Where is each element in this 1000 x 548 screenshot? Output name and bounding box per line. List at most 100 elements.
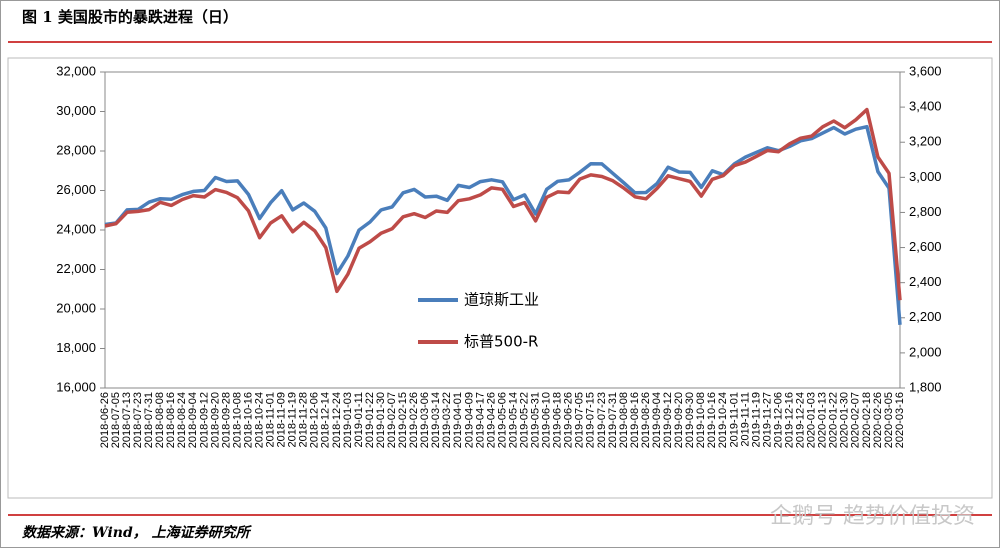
x-tick-label: 2018-08-24 <box>176 392 188 448</box>
x-tick-label: 2018-09-12 <box>198 392 210 448</box>
x-tick-label: 2019-04-09 <box>463 392 475 448</box>
x-tick-label: 2020-03-05 <box>883 392 895 448</box>
x-tick-label: 2019-05-31 <box>530 392 542 448</box>
x-tick-label: 2019-10-24 <box>717 392 729 448</box>
y-tick-label: 16,000 <box>56 379 96 394</box>
x-tick-label: 2018-07-31 <box>143 392 155 448</box>
series-line <box>104 124 902 325</box>
x-tick-label: 2019-08-26 <box>640 392 652 448</box>
y2-tick-label: 1,800 <box>909 379 942 394</box>
x-tick-label: 2019-11-11 <box>739 392 751 447</box>
x-tick-label: 2019-04-26 <box>485 392 497 448</box>
x-tick-label: 2019-07-31 <box>607 392 619 448</box>
y-tick-label: 22,000 <box>56 261 96 276</box>
x-tick-label: 2018-10-24 <box>253 392 265 448</box>
x-tick-label: 2019-07-15 <box>585 392 597 448</box>
x-tick-label: 2019-09-20 <box>673 392 685 448</box>
x-tick-label: 2020-02-18 <box>861 392 873 448</box>
source: 数据来源：Wind， 上海证券研究所 <box>22 524 253 541</box>
x-tick-label: 2019-07-05 <box>574 392 586 448</box>
x-tick-label: 2020-01-30 <box>839 392 851 448</box>
x-tick-label: 2020-03-16 <box>894 392 906 448</box>
x-tick-label: 2018-08-16 <box>165 392 177 448</box>
x-tick-label: 2019-01-03 <box>342 392 354 448</box>
y-tick-label: 20,000 <box>56 300 96 315</box>
x-tick-label: 2019-02-15 <box>397 392 409 448</box>
x-tick-label: 2019-08-16 <box>629 392 641 448</box>
x-tick-label: 2019-01-11 <box>353 392 365 447</box>
x-tick-label: 2018-09-04 <box>187 392 199 448</box>
x-tick-label: 2019-08-08 <box>618 392 630 448</box>
x-tick-label: 2019-06-18 <box>552 392 564 448</box>
chart-title: 图 1 美国股市的暴跌进程（日） <box>22 8 238 26</box>
x-tick-label: 2019-02-26 <box>408 392 420 448</box>
legend-label: 道琼斯工业 <box>464 291 539 309</box>
x-tick-label: 2019-10-16 <box>706 392 718 448</box>
x-tick-label: 2019-11-01 <box>728 392 740 447</box>
x-tick-label: 2018-12-24 <box>331 392 343 448</box>
x-tick-label: 2020-02-07 <box>850 392 862 448</box>
x-tick-label: 2019-11-19 <box>750 392 762 447</box>
x-tick-label: 2019-04-17 <box>474 392 486 448</box>
y2-tick-label: 3,200 <box>909 134 942 149</box>
x-tick-label: 2018-10-08 <box>231 392 243 448</box>
y2-tick-label: 2,400 <box>909 274 942 289</box>
x-tick-label: 2018-08-08 <box>154 392 166 448</box>
x-tick-label: 2019-01-22 <box>364 392 376 448</box>
x-tick-label: 2018-11-19 <box>287 392 299 447</box>
series-line <box>104 107 902 301</box>
x-tick-label: 2019-04-01 <box>452 392 464 448</box>
x-tick-label: 2019-05-06 <box>496 392 508 448</box>
x-tick-label: 2018-10-16 <box>242 392 254 448</box>
x-tick-label: 2020-01-13 <box>817 392 829 448</box>
x-tick-label: 2019-09-04 <box>651 392 663 448</box>
x-tick-label: 2018-09-20 <box>209 392 221 448</box>
x-tick-label: 2018-07-05 <box>110 392 122 448</box>
x-tick-label: 2019-01-30 <box>375 392 387 448</box>
x-tick-label: 2019-03-06 <box>419 392 431 448</box>
x-tick-label: 2018-06-26 <box>99 392 111 448</box>
x-tick-label: 2018-11-01 <box>265 392 277 447</box>
x-tick-label: 2019-09-12 <box>662 392 674 448</box>
x-tick-label: 2019-10-08 <box>695 392 707 448</box>
y2-tick-label: 2,600 <box>909 239 942 254</box>
x-tick-label: 2018-09-28 <box>220 392 232 448</box>
x-tick-label: 2018-12-06 <box>309 392 321 448</box>
x-tick-label: 2019-12-06 <box>772 392 784 448</box>
x-tick-label: 2019-03-14 <box>430 392 442 448</box>
y2-tick-label: 3,000 <box>909 169 942 184</box>
x-tick-label: 2019-06-26 <box>563 392 575 448</box>
y-tick-label: 30,000 <box>56 103 96 118</box>
x-tick-label: 2019-11-27 <box>761 392 773 447</box>
x-tick-label: 2019-06-10 <box>541 392 553 448</box>
x-tick-label: 2019-07-23 <box>596 392 608 448</box>
x-tick-label: 2018-11-09 <box>276 392 288 447</box>
y2-tick-label: 3,400 <box>909 99 942 114</box>
y-tick-label: 18,000 <box>56 340 96 355</box>
chart-box <box>7 57 993 499</box>
y-tick-label: 32,000 <box>56 63 96 78</box>
x-tick-label: 2018-07-13 <box>121 392 133 448</box>
x-tick-label: 2019-02-07 <box>386 392 398 448</box>
x-tick-label: 2018-12-14 <box>320 392 332 448</box>
y2-tick-label: 3,600 <box>909 63 942 78</box>
legend-label: 标普500-R <box>464 333 538 351</box>
x-tick-label: 2018-07-23 <box>132 392 144 448</box>
x-tick-label: 2018-11-28 <box>298 392 310 447</box>
x-tick-label: 2019-05-22 <box>518 392 530 448</box>
x-tick-label: 2020-02-26 <box>872 392 884 448</box>
y2-tick-label: 2,200 <box>909 309 942 324</box>
x-tick-label: 2020-01-22 <box>828 392 840 448</box>
x-tick-label: 2019-12-16 <box>783 392 795 448</box>
x-tick-label: 2019-09-30 <box>684 392 696 448</box>
x-tick-label: 2019-03-22 <box>441 392 453 448</box>
watermark: 企鹅号 趋势价值投资 <box>770 504 975 529</box>
x-tick-label: 2019-12-24 <box>795 392 807 448</box>
y-tick-label: 24,000 <box>56 221 96 236</box>
y-tick-label: 26,000 <box>56 182 96 197</box>
x-tick-label: 2020-01-03 <box>806 392 818 448</box>
x-tick-label: 2019-05-14 <box>507 392 519 448</box>
y-tick-label: 28,000 <box>56 142 96 157</box>
